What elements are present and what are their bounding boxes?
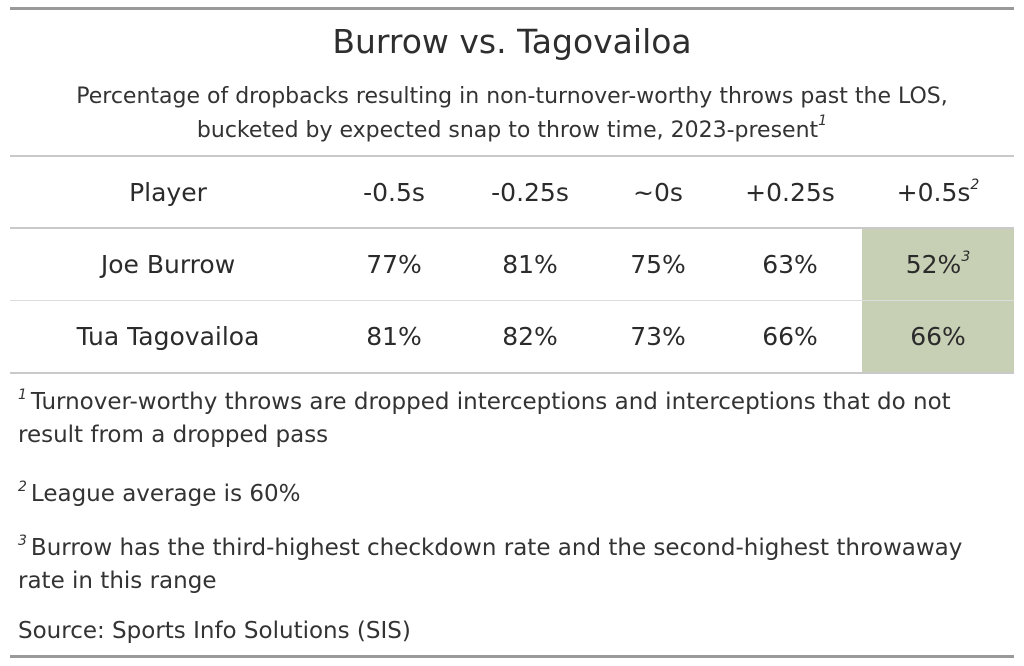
value-cell: 81% [326, 300, 462, 373]
value-cell-highlighted: 66% [862, 300, 1014, 373]
value-cell-highlighted: 52%3 [862, 228, 1014, 301]
footnote-3-text: Burrow has the third-highest checkdown r… [18, 535, 963, 594]
source-note: Source: Sports Info Solutions (SIS) [18, 618, 411, 644]
footnote-2: 2 League average is 60% [18, 478, 1008, 511]
value-cell: 66% [718, 300, 862, 373]
footnote-1: 1 Turnover-worthy throws are dropped inte… [18, 386, 1008, 452]
value-cell: 81% [502, 250, 558, 279]
subtitle-line-2: bucketed by expected snap to throw time,… [0, 114, 1024, 148]
column-header-plus-0-5s: +0.5s2 [862, 156, 1014, 229]
footnote-2-mark: 2 [18, 479, 27, 495]
subtitle-line-1: Percentage of dropbacks resulting in non… [76, 84, 948, 109]
player-name-cell: Joe Burrow [100, 250, 236, 279]
subtitle-line-2-text: bucketed by expected snap to throw time,… [196, 118, 819, 143]
footnote-1-mark: 1 [18, 387, 27, 403]
value-cell: 63% [762, 250, 818, 279]
value-cell: 75% [630, 250, 686, 279]
column-header-footnote-mark: 2 [970, 176, 980, 193]
column-header-plus-0-25s: +0.25s [718, 156, 862, 229]
column-header-plus-0-5s-label: +0.5s [896, 177, 971, 207]
value-cell: 73% [598, 300, 718, 373]
header-row: Player -0.5s -0.25s ~0s +0.25s +0.5s2 [10, 156, 1014, 229]
bottom-rule [10, 655, 1014, 658]
value-cell: 82% [462, 300, 598, 373]
table-row: Tua Tagovailoa 81% 82% 73% 66% 66% [10, 300, 1014, 373]
footnote-3-mark: 3 [18, 533, 27, 549]
footnote-3: 3 Burrow has the third-highest checkdown … [18, 532, 1008, 598]
table-row: Joe Burrow 77% 81% 75% 63% 52%3 [10, 228, 1014, 301]
top-rule [10, 7, 1014, 10]
footnote-1-text: Turnover-worthy throws are dropped inter… [18, 389, 951, 448]
table-title: Burrow vs. Tagovailoa [332, 22, 692, 61]
value-footnote-mark: 3 [961, 249, 971, 265]
subtitle-footnote-mark: 1 [818, 113, 828, 129]
column-header-minus-0-5s: -0.5s [326, 156, 462, 229]
column-header-player: Player [10, 156, 326, 229]
value-cell-text: 52% [905, 250, 962, 279]
column-header-minus-0-25s: -0.25s [462, 156, 598, 229]
value-cell: 77% [366, 250, 422, 279]
player-name-cell: Tua Tagovailoa [10, 300, 326, 373]
table-subtitle: Percentage of dropbacks resulting in non… [0, 80, 1024, 148]
comparison-table: Player -0.5s -0.25s ~0s +0.25s +0.5s2 Jo… [10, 155, 1014, 374]
column-header-approx-0s: ~0s [598, 156, 718, 229]
footnote-2-text: League average is 60% [30, 481, 301, 507]
